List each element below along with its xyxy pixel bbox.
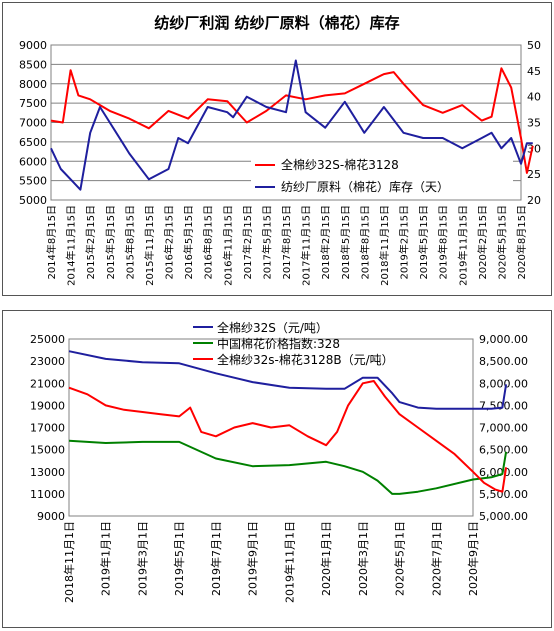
x-tick-label: 2019年5月1日 <box>172 521 186 596</box>
y-left-tick-label: 15000 <box>30 444 65 457</box>
x-tick-label: 2020年9月1日 <box>466 521 480 596</box>
y-left-tick-label: 9000 <box>19 39 47 52</box>
y-left-tick-label: 7000 <box>19 117 47 130</box>
y-left-tick-label: 9000 <box>37 510 65 523</box>
y-left-tick-label: 8500 <box>19 58 47 71</box>
legend-label-spread: 全棉纱32S-棉花3128 <box>281 157 399 172</box>
y-right-tick-label: 40 <box>527 91 541 104</box>
x-tick-label: 2020年3月1日 <box>356 521 370 596</box>
x-tick-label: 2018年2月15日 <box>319 205 332 280</box>
chart-2-x-axis: 2018年11月1日 2019年1月1日 2019年3月1日 2019年5月1日 201… <box>62 521 480 603</box>
y-right-tick-label: 9,000.00 <box>479 333 528 346</box>
x-tick-label: 2018年11月1日 <box>62 521 76 603</box>
y-left-tick-label: 17000 <box>30 422 65 435</box>
x-tick-label: 2017年2月15日 <box>241 205 254 280</box>
x-tick-label: 2019年2月15日 <box>398 205 411 280</box>
x-tick-label: 2014年8月15日 <box>45 205 58 280</box>
series-line-1-1 <box>50 59 533 191</box>
y-left-tick-label: 6000 <box>19 155 47 168</box>
y-right-tick-label: 25 <box>527 168 541 181</box>
y-left-tick-label: 25000 <box>30 333 65 346</box>
y-left-tick-label: 7500 <box>19 97 47 110</box>
x-tick-label: 2019年1月1日 <box>99 521 113 596</box>
chart-2-left-axis: 25000 23000 21000 19000 17000 15000 13000 11000… <box>30 333 65 523</box>
y-right-tick-label: 45 <box>527 65 541 78</box>
x-tick-label: 2020年7月1日 <box>429 521 443 596</box>
chart-2-series <box>68 350 508 495</box>
x-tick-label: 2018年5月15日 <box>339 205 352 280</box>
x-tick-label: 2015年2月15日 <box>84 205 97 280</box>
y-left-tick-label: 13000 <box>30 466 65 479</box>
x-tick-label: 2019年7月1日 <box>209 521 223 596</box>
y-right-tick-label: 6,500.00 <box>479 444 528 457</box>
x-tick-label: 2020年8月15日 <box>515 205 528 280</box>
series-line-2-0 <box>68 350 508 410</box>
x-tick-label: 2015年5月15日 <box>104 205 117 280</box>
y-left-tick-label: 23000 <box>30 355 65 368</box>
y-left-tick-label: 8000 <box>19 78 47 91</box>
y-right-tick-label: 35 <box>527 117 541 130</box>
chart-1-svg: 纺纱厂利润 纺纱厂原料（棉花）库存 9000 8500 8000 7500 7000 65… <box>19 14 541 286</box>
x-tick-label: 2014年11月15日 <box>65 205 78 286</box>
chart-1-plot-area <box>50 44 522 201</box>
x-tick-label: 2019年3月1日 <box>135 521 149 596</box>
x-tick-label: 2017年5月15日 <box>260 205 273 280</box>
x-tick-label: 2020年5月1日 <box>393 521 407 596</box>
chart-1-legend: 全棉纱32S-棉花3128 纺纱厂原料（棉花）库存（天） <box>251 153 513 197</box>
legend-label-spread-2: 全棉纱32s-棉花3128B（元/吨） <box>217 352 394 367</box>
x-tick-label: 2020年5月15日 <box>495 205 508 280</box>
y-right-tick-label: 8,000.00 <box>479 377 528 390</box>
chart-panel-2: 25000 23000 21000 19000 17000 15000 13000 11000… <box>2 310 552 628</box>
chart-2-right-axis: 9,000.008,500.008,000.007,500.007,000.00… <box>479 333 528 523</box>
x-tick-label: 2018年11月15日 <box>378 205 391 286</box>
y-right-tick-label: 20 <box>527 194 541 207</box>
x-tick-label: 2015年8月15日 <box>123 205 136 280</box>
series-line-1-0 <box>50 67 534 174</box>
y-left-tick-label: 19000 <box>30 399 65 412</box>
x-tick-label: 2020年1月1日 <box>319 521 333 596</box>
x-tick-label: 2016年11月15日 <box>221 205 234 286</box>
x-tick-label: 2019年11月1日 <box>282 521 296 603</box>
x-tick-label: 2017年11月15日 <box>300 205 313 286</box>
chart-1-x-axis: 2014年8月15日 2014年11月15日 2015年2月15日 2015年5月15… <box>45 205 528 286</box>
x-tick-label: 2016年8月15日 <box>202 205 215 280</box>
series-line-2-1 <box>68 439 508 495</box>
x-tick-label: 2019年8月15日 <box>437 205 450 280</box>
x-tick-label: 2018年8月15日 <box>358 205 371 280</box>
y-left-tick-label: 21000 <box>30 377 65 390</box>
x-tick-label: 2020年2月15日 <box>476 205 489 280</box>
chart-1-series <box>50 59 534 191</box>
chart-1-title: 纺纱厂利润 纺纱厂原料（棉花）库存 <box>154 14 399 32</box>
x-tick-label: 2017年8月15日 <box>280 205 293 280</box>
chart-1-left-axis: 9000 8500 8000 7500 7000 6500 6000 5500 5000 <box>19 39 47 207</box>
legend-label-inventory: 纺纱厂原料（棉花）库存（天） <box>281 179 449 194</box>
chart-2-plot-area <box>68 338 474 517</box>
x-tick-label: 2019年9月1日 <box>246 521 260 596</box>
x-tick-label: 2015年11月15日 <box>143 205 156 286</box>
y-right-tick-label: 5,500.00 <box>479 488 528 501</box>
y-right-tick-label: 8,500.00 <box>479 355 528 368</box>
chart-1-right-axis: 50 45 40 35 30 25 20 <box>527 39 541 207</box>
y-left-tick-label: 5000 <box>19 194 47 207</box>
legend-label-yarn-price: 全棉纱32S（元/吨） <box>217 320 328 335</box>
legend-label-cotton-index: 中国棉花价格指数:328 <box>217 336 340 351</box>
chart-2-svg: 25000 23000 21000 19000 17000 15000 13000 11000… <box>30 320 528 603</box>
y-right-tick-label: 5,000.00 <box>479 510 528 523</box>
x-tick-label: 2019年11月15日 <box>456 205 469 286</box>
y-left-tick-label: 6500 <box>19 136 47 149</box>
series-line-2-2 <box>68 380 508 493</box>
chart-panel-1: 纺纱厂利润 纺纱厂原料（棉花）库存 9000 8500 8000 7500 7000 65… <box>2 2 552 296</box>
y-left-tick-label: 5500 <box>19 175 47 188</box>
chart-2-legend: 全棉纱32S（元/吨） 中国棉花价格指数:328 全棉纱32s-棉花3128B（… <box>193 320 394 367</box>
y-left-tick-label: 11000 <box>30 488 65 501</box>
y-right-tick-label: 30 <box>527 142 541 155</box>
x-tick-label: 2016年2月15日 <box>163 205 176 280</box>
x-tick-label: 2016年5月15日 <box>182 205 195 280</box>
y-right-tick-label: 50 <box>527 39 541 52</box>
x-tick-label: 2019年5月15日 <box>417 205 430 280</box>
y-right-tick-label: 7,000.00 <box>479 422 528 435</box>
